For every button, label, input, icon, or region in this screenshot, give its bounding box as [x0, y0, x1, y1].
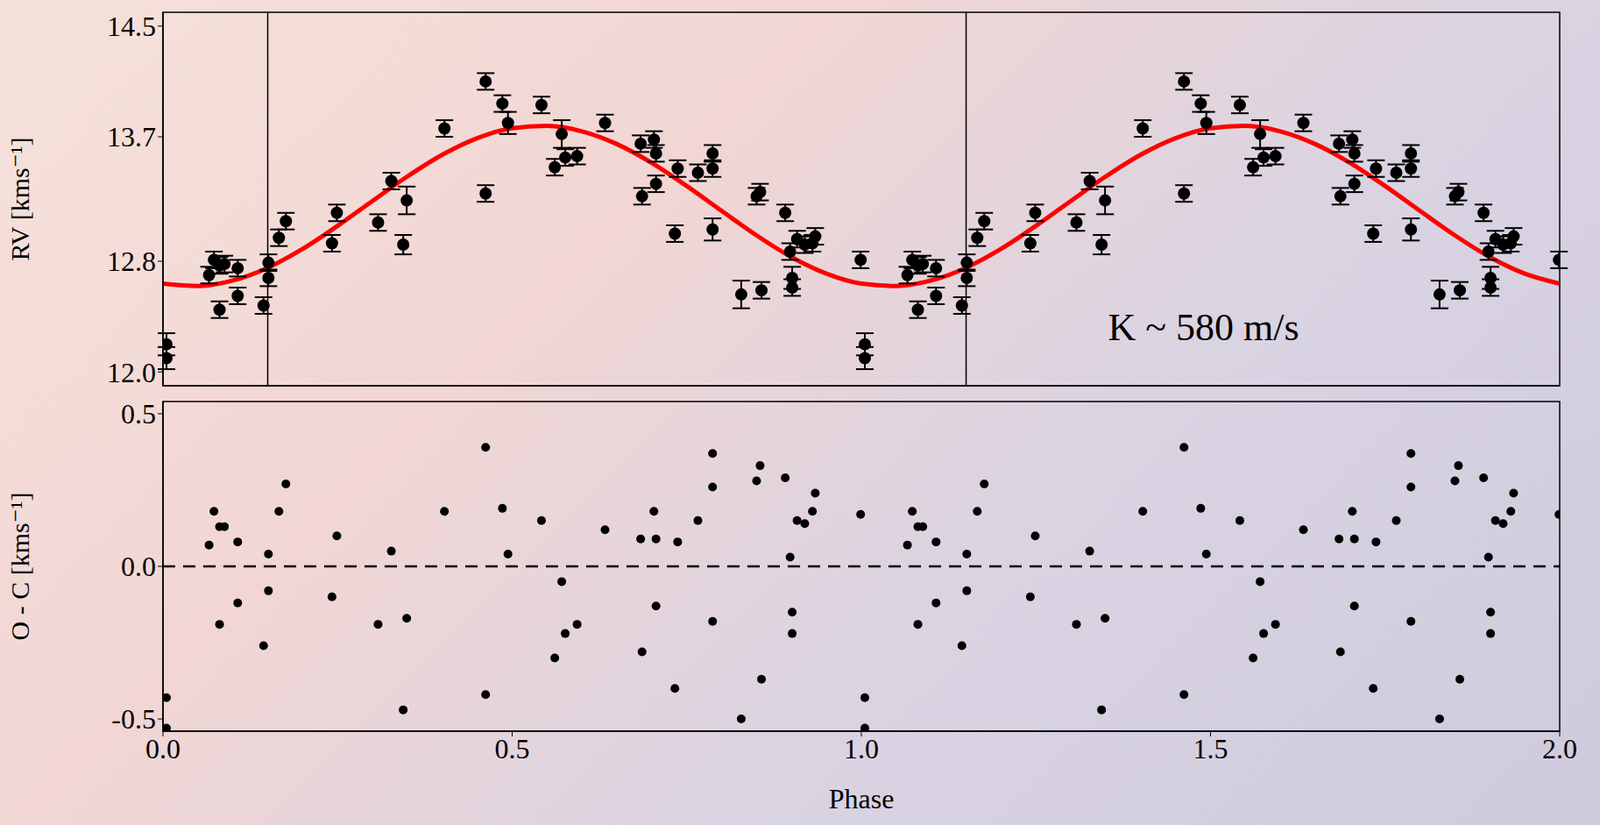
- svg-text:K ~ 580 m/s: K ~ 580 m/s: [1107, 305, 1299, 349]
- svg-text:0.5: 0.5: [495, 732, 531, 765]
- svg-text:-0.5: -0.5: [111, 702, 156, 735]
- svg-text:14.5: 14.5: [106, 10, 156, 43]
- svg-text:0.0: 0.0: [120, 550, 156, 582]
- svg-text:12.0: 12.0: [106, 356, 156, 389]
- svg-text:13.7: 13.7: [106, 120, 156, 153]
- svg-text:0.5: 0.5: [120, 397, 156, 430]
- svg-text:12.8: 12.8: [106, 245, 156, 277]
- svg-text:1.0: 1.0: [843, 732, 879, 765]
- svg-text:1.5: 1.5: [1193, 732, 1229, 765]
- svg-text:0.0: 0.0: [145, 732, 181, 765]
- svg-text:Phase: Phase: [828, 782, 895, 815]
- svg-text:RV [kms⁻¹]: RV [kms⁻¹]: [5, 136, 35, 261]
- svg-text:O - C [kms⁻¹]: O - C [kms⁻¹]: [5, 492, 35, 641]
- svg-text:2.0: 2.0: [1542, 732, 1578, 765]
